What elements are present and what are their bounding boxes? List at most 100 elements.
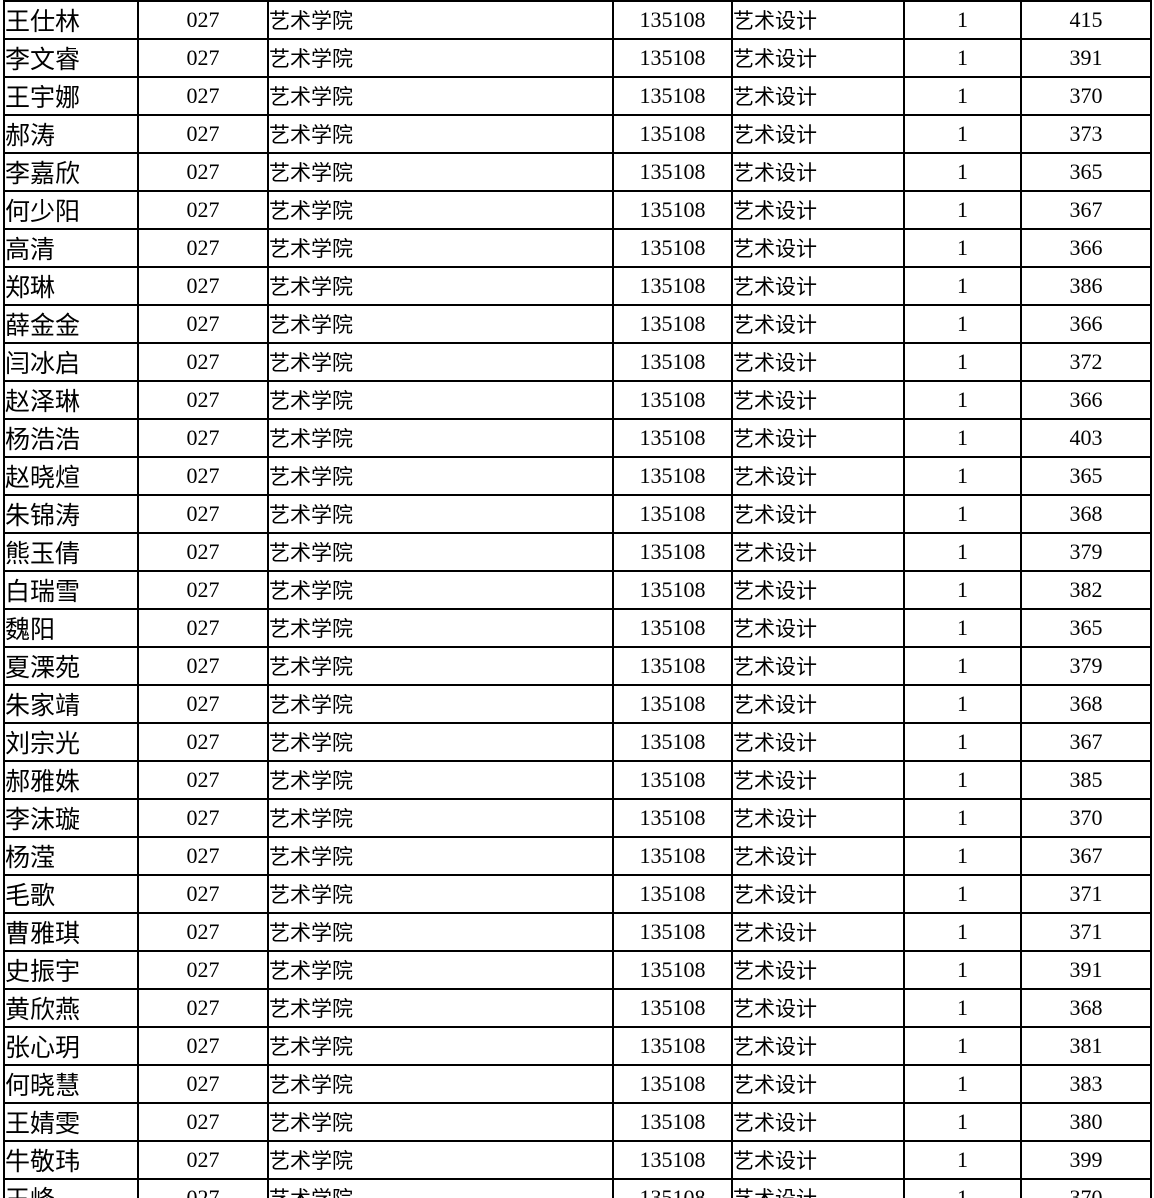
cell-college: 艺术学院 [267,152,614,192]
cell-major: 艺术设计 [731,1026,905,1066]
cell-major-code: 135108 [612,1102,733,1142]
cell-dept-code: 027 [137,266,269,306]
cell-major: 艺术设计 [731,380,905,420]
cell-score: 367 [1020,722,1152,762]
cell-score: 370 [1020,798,1152,838]
table-row: 何晓慧 027 艺术学院 135108 艺术设计 1 383 [3,1064,1152,1104]
cell-name: 王峰 [3,1178,139,1198]
cell-count: 1 [903,304,1022,344]
cell-college: 艺术学院 [267,608,614,648]
cell-name: 牛敬玮 [3,1140,139,1180]
cell-name: 李文睿 [3,38,139,78]
cell-major: 艺术设计 [731,494,905,534]
cell-count: 1 [903,874,1022,914]
table-row: 杨浩浩 027 艺术学院 135108 艺术设计 1 403 [3,418,1152,458]
cell-name: 魏阳 [3,608,139,648]
cell-major-code: 135108 [612,1064,733,1104]
cell-major-code: 135108 [612,798,733,838]
cell-count: 1 [903,684,1022,724]
cell-dept-code: 027 [137,152,269,192]
cell-dept-code: 027 [137,608,269,648]
cell-count: 1 [903,76,1022,116]
cell-name: 郝涛 [3,114,139,154]
cell-major: 艺术设计 [731,304,905,344]
cell-count: 1 [903,532,1022,572]
cell-major: 艺术设计 [731,190,905,230]
cell-college: 艺术学院 [267,760,614,800]
cell-dept-code: 027 [137,114,269,154]
cell-name: 王宇娜 [3,76,139,116]
cell-major: 艺术设计 [731,266,905,306]
cell-major: 艺术设计 [731,228,905,268]
cell-college: 艺术学院 [267,38,614,78]
cell-dept-code: 027 [137,760,269,800]
cell-name: 张心玥 [3,1026,139,1066]
cell-major: 艺术设计 [731,114,905,154]
cell-name: 赵晓煊 [3,456,139,496]
table-row: 李文睿 027 艺术学院 135108 艺术设计 1 391 [3,38,1152,78]
cell-count: 1 [903,1064,1022,1104]
cell-name: 黄欣燕 [3,988,139,1028]
cell-count: 1 [903,950,1022,990]
cell-score: 383 [1020,1064,1152,1104]
cell-major: 艺术设计 [731,722,905,762]
cell-name: 郑琳 [3,266,139,306]
cell-major: 艺术设计 [731,532,905,572]
cell-name: 王仕林 [3,0,139,40]
cell-count: 1 [903,912,1022,952]
cell-college: 艺术学院 [267,1178,614,1198]
table-row: 熊玉倩 027 艺术学院 135108 艺术设计 1 379 [3,532,1152,572]
cell-name: 李沫璇 [3,798,139,838]
cell-name: 王婧雯 [3,1102,139,1142]
table-row: 李沫璇 027 艺术学院 135108 艺术设计 1 370 [3,798,1152,838]
cell-name: 李嘉欣 [3,152,139,192]
cell-major: 艺术设计 [731,0,905,40]
cell-college: 艺术学院 [267,874,614,914]
cell-dept-code: 027 [137,950,269,990]
cell-score: 391 [1020,38,1152,78]
cell-major-code: 135108 [612,342,733,382]
cell-score: 371 [1020,874,1152,914]
cell-college: 艺术学院 [267,1064,614,1104]
cell-college: 艺术学院 [267,266,614,306]
cell-college: 艺术学院 [267,684,614,724]
table-row: 郝雅姝 027 艺术学院 135108 艺术设计 1 385 [3,760,1152,800]
cell-major-code: 135108 [612,532,733,572]
cell-dept-code: 027 [137,1102,269,1142]
table-row: 夏溧苑 027 艺术学院 135108 艺术设计 1 379 [3,646,1152,686]
table-row: 赵晓煊 027 艺术学院 135108 艺术设计 1 365 [3,456,1152,496]
cell-dept-code: 027 [137,570,269,610]
cell-major-code: 135108 [612,760,733,800]
cell-count: 1 [903,988,1022,1028]
cell-major-code: 135108 [612,190,733,230]
cell-major-code: 135108 [612,266,733,306]
cell-score: 367 [1020,190,1152,230]
cell-count: 1 [903,608,1022,648]
cell-name: 毛歌 [3,874,139,914]
cell-name: 郝雅姝 [3,760,139,800]
cell-major-code: 135108 [612,418,733,458]
cell-major: 艺术设计 [731,874,905,914]
table-row: 郝涛 027 艺术学院 135108 艺术设计 1 373 [3,114,1152,154]
cell-dept-code: 027 [137,1064,269,1104]
table-row: 赵泽琳 027 艺术学院 135108 艺术设计 1 366 [3,380,1152,420]
cell-dept-code: 027 [137,646,269,686]
cell-dept-code: 027 [137,684,269,724]
cell-major: 艺术设计 [731,1140,905,1180]
cell-name: 朱锦涛 [3,494,139,534]
cell-dept-code: 027 [137,228,269,268]
cell-dept-code: 027 [137,912,269,952]
cell-dept-code: 027 [137,1178,269,1198]
cell-name: 熊玉倩 [3,532,139,572]
cell-score: 365 [1020,608,1152,648]
table-row: 曹雅琪 027 艺术学院 135108 艺术设计 1 371 [3,912,1152,952]
cell-count: 1 [903,456,1022,496]
cell-major: 艺术设计 [731,608,905,648]
cell-count: 1 [903,646,1022,686]
cell-name: 杨滢 [3,836,139,876]
cell-college: 艺术学院 [267,114,614,154]
cell-dept-code: 027 [137,722,269,762]
cell-major-code: 135108 [612,494,733,534]
cell-score: 370 [1020,76,1152,116]
cell-major-code: 135108 [612,304,733,344]
